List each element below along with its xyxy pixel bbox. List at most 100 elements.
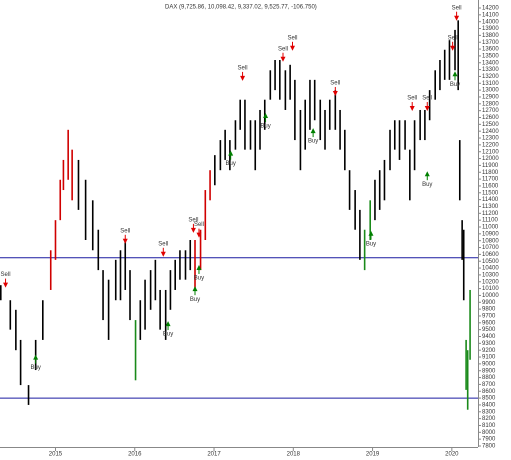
signal-label: Buy xyxy=(226,161,236,167)
signal-arrow xyxy=(228,150,234,156)
signal-arrow xyxy=(192,286,198,292)
signal-label: Sell xyxy=(422,96,432,102)
signal-arrow xyxy=(454,15,460,21)
signal-arrow xyxy=(368,230,374,236)
y-tick-label: 13800 xyxy=(482,33,499,39)
y-tick-label: 13200 xyxy=(482,74,499,80)
y-tick-label: 11600 xyxy=(482,184,499,190)
y-tick-label: 9000 xyxy=(482,361,496,367)
y-tick-label: 9500 xyxy=(482,327,496,333)
y-tick-label: 7800 xyxy=(482,444,496,450)
signal-label: Sell xyxy=(278,46,288,52)
y-tick-label: 9200 xyxy=(482,348,496,354)
signal-arrow xyxy=(290,45,296,51)
y-tick-label: 11000 xyxy=(482,225,499,231)
signal-label: Sell xyxy=(448,35,458,41)
y-tick-label: 8500 xyxy=(482,396,496,402)
signal-label: Buy xyxy=(366,241,376,247)
signal-arrow xyxy=(122,238,128,244)
signal-label: Sell xyxy=(158,241,168,247)
y-tick-label: 10600 xyxy=(482,252,499,258)
signal-arrow xyxy=(280,56,286,62)
y-tick-label: 10400 xyxy=(482,266,499,272)
signal-arrow xyxy=(196,232,202,238)
signal-arrow xyxy=(33,354,39,360)
signal-arrow xyxy=(424,171,430,177)
y-tick-label: 10300 xyxy=(482,272,499,278)
y-tick-label: 11200 xyxy=(482,211,499,217)
y-tick-label: 9800 xyxy=(482,307,496,313)
signal-arrow xyxy=(190,227,196,233)
y-tick-label: 8200 xyxy=(482,416,496,422)
signal-label: Sell xyxy=(287,35,297,41)
signal-label: Sell xyxy=(238,65,248,71)
signal-label: Sell xyxy=(330,81,340,87)
y-tick-label: 12000 xyxy=(482,156,499,162)
y-tick-label: 9400 xyxy=(482,334,496,340)
x-tick-label: 2019 xyxy=(366,452,380,458)
y-tick-label: 11300 xyxy=(482,204,499,210)
y-tick-label: 8400 xyxy=(482,403,496,409)
signal-arrow xyxy=(450,45,456,51)
y-tick-label: 11400 xyxy=(482,197,499,203)
y-tick-label: 8300 xyxy=(482,409,496,415)
y-tick-label: 11700 xyxy=(482,177,499,183)
signal-label: Buy xyxy=(450,82,460,88)
y-tick-label: 12800 xyxy=(482,101,499,107)
x-tick-label: 2020 xyxy=(445,452,459,458)
y-tick-label: 8000 xyxy=(482,430,496,436)
signal-arrow xyxy=(452,71,458,77)
y-tick-label: 8600 xyxy=(482,389,496,395)
signal-label: Sell xyxy=(452,5,462,11)
x-tick-label: 2015 xyxy=(49,452,63,458)
y-tick-label: 13100 xyxy=(482,81,499,87)
y-tick-label: 13400 xyxy=(482,60,499,66)
chart-title: DAX (9,725.86, 10,098.42, 9,337.02, 9,52… xyxy=(165,5,317,11)
signal-arrow xyxy=(424,106,430,112)
y-tick-label: 14000 xyxy=(482,19,499,25)
signal-arrow xyxy=(310,128,316,134)
signal-label: Sell xyxy=(407,96,417,102)
signal-arrow xyxy=(160,251,166,257)
signal-label: Buy xyxy=(308,139,318,145)
y-tick-label: 12600 xyxy=(482,115,499,121)
signal-label: Buy xyxy=(190,297,200,303)
y-tick-label: 12300 xyxy=(482,136,499,142)
signal-label: Buy xyxy=(30,365,40,371)
signal-arrow xyxy=(196,264,202,270)
y-tick-label: 10500 xyxy=(482,259,499,265)
y-tick-label: 11100 xyxy=(482,218,498,224)
y-tick-label: 9100 xyxy=(482,355,496,361)
signal-arrow xyxy=(240,75,246,81)
x-tick-label: 2018 xyxy=(287,452,301,458)
y-tick-label: 9600 xyxy=(482,320,496,326)
signal-label: Buy xyxy=(422,182,432,188)
y-tick-label: 8800 xyxy=(482,375,496,381)
y-tick-label: 13500 xyxy=(482,53,499,59)
y-tick-label: 7900 xyxy=(482,437,496,443)
y-tick-label: 8900 xyxy=(482,368,496,374)
y-tick-label: 10100 xyxy=(482,286,499,292)
y-tick-label: 14200 xyxy=(482,6,499,12)
y-tick-label: 9900 xyxy=(482,300,496,306)
signal-label: Buy xyxy=(260,124,270,130)
signal-label: Sell xyxy=(194,222,204,228)
y-tick-label: 10800 xyxy=(482,238,499,244)
y-tick-label: 13300 xyxy=(482,67,499,73)
y-tick-label: 12100 xyxy=(482,149,499,155)
y-tick-label: 10700 xyxy=(482,245,499,251)
y-tick-label: 12200 xyxy=(482,142,499,148)
y-tick-label: 13000 xyxy=(482,88,499,94)
y-tick-label: 10000 xyxy=(482,293,499,299)
y-tick-label: 13700 xyxy=(482,40,499,46)
signal-arrow xyxy=(409,106,415,112)
signal-arrow xyxy=(263,113,269,119)
y-tick-label: 11800 xyxy=(482,170,499,176)
signal-label: Sell xyxy=(120,228,130,234)
y-tick-label: 8100 xyxy=(482,423,496,429)
signal-arrow xyxy=(165,321,171,327)
y-tick-label: 9700 xyxy=(482,314,496,320)
